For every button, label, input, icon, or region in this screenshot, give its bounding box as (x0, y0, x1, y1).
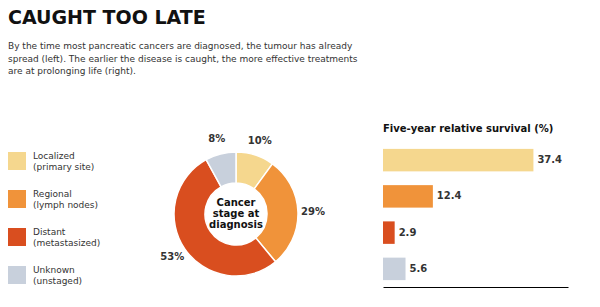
text-line: By the time most pancreatic cancers are … (8, 41, 353, 51)
text-line: (primary site) (33, 161, 94, 171)
bar-label: 37.4 (537, 154, 562, 165)
slice-label: 8% (208, 133, 225, 144)
legend-swatch (8, 266, 26, 284)
legend-item: Localized(primary site) (8, 150, 94, 171)
legend: Localized(primary site) Regional(lymph no… (8, 150, 100, 285)
donut: 10% 29% 53% 8% Cancerstage atdiagnosis (160, 133, 325, 276)
slice-label: 29% (301, 206, 325, 217)
text-line: stage at (213, 208, 260, 219)
text-line: (lymph nodes) (33, 199, 98, 209)
text-line: Regional (33, 188, 72, 198)
text-line: are at prolonging life (right). (8, 66, 136, 76)
bars (383, 149, 533, 280)
title: CAUGHT TOO LATE (8, 6, 206, 28)
legend-swatch (8, 190, 26, 208)
bar (383, 149, 533, 171)
subtitle: By the time most pancreatic cancers are … (8, 41, 358, 76)
text-line: Cancer (217, 197, 256, 208)
text-line: diagnosis (209, 219, 263, 230)
bar-title: Five-year relative survival (%) (383, 123, 553, 134)
legend-label: Unknown(unstaged) (33, 264, 82, 285)
bar (383, 221, 395, 243)
bar-chart: Five-year relative survival (%) 37.4 12.4 2… (383, 123, 569, 288)
center-text: Cancerstage atdiagnosis (209, 197, 263, 230)
bar-label: 2.9 (399, 227, 417, 238)
text-line: Unknown (33, 264, 75, 274)
legend-label: Distant(metastasized) (33, 226, 100, 247)
legend-label: Regional(lymph nodes) (33, 188, 98, 209)
value-axis (384, 287, 569, 288)
text-line: Localized (33, 150, 75, 160)
slice-label: 10% (248, 135, 272, 146)
text-line: (metastasized) (33, 237, 100, 247)
bar (383, 258, 406, 280)
bar (383, 185, 433, 207)
legend-item: Distant(metastasized) (8, 226, 100, 247)
legend-item: Unknown(unstaged) (8, 264, 82, 285)
legend-swatch (8, 228, 26, 246)
axis-line (384, 287, 569, 288)
text-line: spread (left). The earlier the disease i… (8, 53, 358, 63)
text-line: (unstaged) (33, 275, 82, 285)
legend-swatch (8, 152, 26, 170)
chart: CAUGHT TOO LATE By the time most pancreat… (0, 0, 600, 307)
text-line: Distant (33, 226, 66, 236)
donut-slice (206, 152, 236, 187)
legend-label: Localized(primary site) (33, 150, 94, 171)
slice-label: 53% (160, 251, 184, 262)
bar-label: 12.4 (437, 190, 462, 201)
legend-item: Regional(lymph nodes) (8, 188, 98, 209)
bar-label: 5.6 (410, 263, 428, 274)
